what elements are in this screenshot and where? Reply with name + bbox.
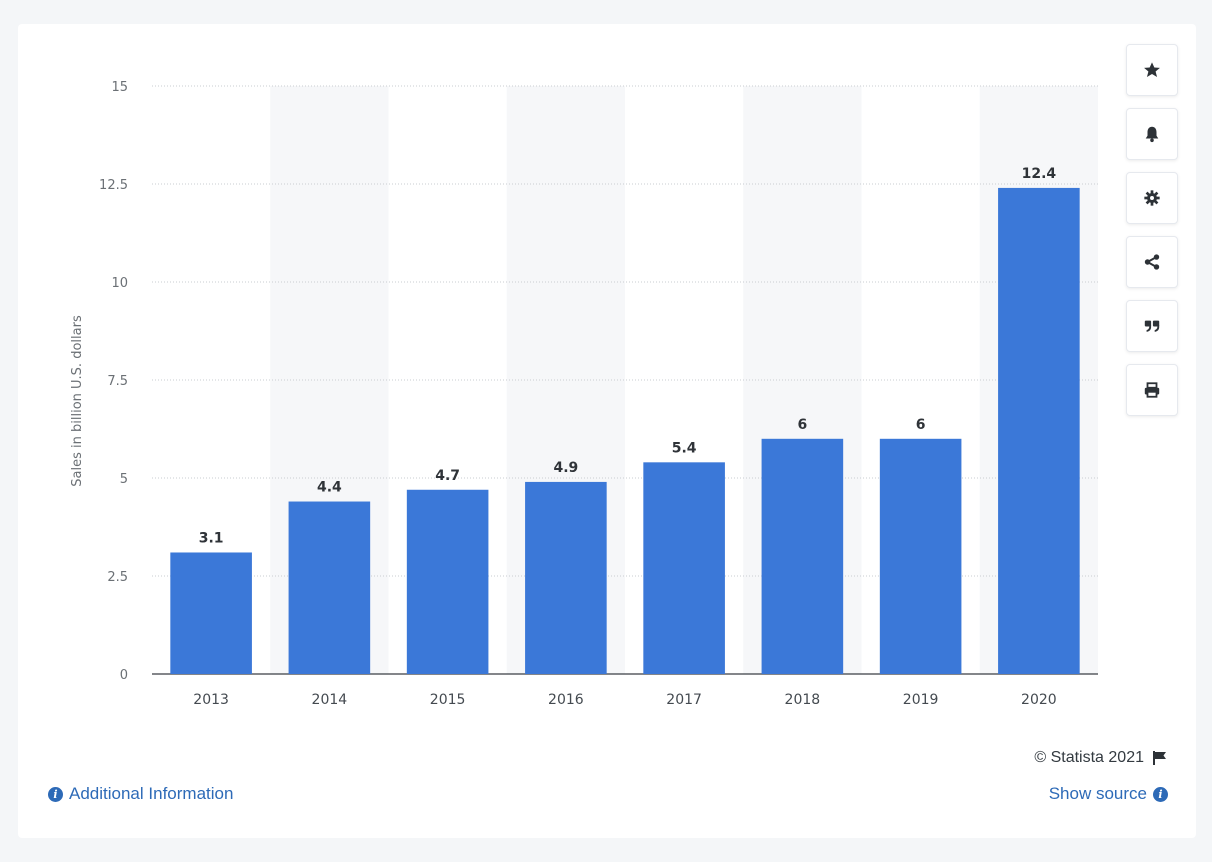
y-tick-label: 2.5 [107, 570, 128, 585]
x-tick-label: 2014 [312, 692, 348, 708]
bar[interactable] [998, 187, 1080, 675]
chart-toolbar [1126, 44, 1178, 428]
notification-button[interactable] [1126, 108, 1178, 160]
flag-icon [1153, 751, 1166, 765]
additional-information-link[interactable]: i Additional Information [48, 784, 233, 804]
y-tick-label: 7.5 [107, 374, 128, 389]
bar[interactable] [406, 489, 489, 674]
x-tick-label: 2015 [430, 692, 466, 708]
statista-credit[interactable]: © Statista 2021 [1034, 749, 1168, 767]
x-tick-label: 2019 [903, 692, 939, 708]
data-label: 4.4 [317, 480, 342, 496]
data-label: 12.4 [1022, 166, 1057, 182]
info-icon: i [1153, 786, 1168, 802]
info-icon: i [48, 786, 63, 802]
cite-button[interactable] [1126, 300, 1178, 352]
y-tick-label: 15 [111, 80, 128, 95]
y-axis-title: Sales in billion U.S. dollars [70, 315, 85, 487]
quote-icon [1144, 320, 1160, 332]
print-button[interactable] [1126, 364, 1178, 416]
data-label: 5.4 [672, 440, 697, 456]
y-tick-label: 5 [120, 472, 128, 487]
data-label: 4.7 [435, 468, 460, 484]
credit-text: © Statista 2021 [1034, 749, 1144, 766]
bar[interactable] [643, 462, 725, 674]
y-tick-label: 12.5 [99, 178, 128, 193]
labels: 0 2.5 5 7.5 10 12.5 15 3.1 2013 4.4 2014 4.7 2015 4.9… [99, 80, 1057, 708]
x-tick-label: 2020 [1021, 692, 1057, 708]
favorite-button[interactable] [1126, 44, 1178, 96]
show-source-link[interactable]: Show source i [1049, 784, 1168, 804]
bell-icon [1145, 126, 1159, 143]
x-tick-label: 2013 [193, 692, 229, 708]
bars [170, 187, 1080, 675]
chart-card: Sales in billion U.S. dollars 0 2.5 5 7.5 10… [18, 24, 1196, 838]
additional-information-label: Additional Information [69, 784, 234, 803]
y-tick-label: 0 [120, 668, 128, 683]
show-source-label: Show source [1048, 784, 1147, 803]
data-label: 3.1 [199, 530, 224, 546]
star-icon [1144, 62, 1160, 78]
share-button[interactable] [1126, 236, 1178, 288]
bar[interactable] [288, 501, 371, 674]
x-tick-label: 2017 [666, 692, 702, 708]
y-tick-label: 10 [111, 276, 128, 291]
bar[interactable] [170, 552, 252, 674]
bar[interactable] [761, 438, 844, 674]
bar[interactable] [879, 438, 962, 674]
data-label: 4.9 [553, 460, 578, 476]
bar[interactable] [525, 481, 607, 674]
data-label: 6 [798, 417, 808, 433]
print-icon [1144, 382, 1160, 398]
x-tick-label: 2016 [548, 692, 584, 708]
bar-chart: Sales in billion U.S. dollars 0 2.5 5 7.5 10… [70, 80, 1098, 708]
settings-button[interactable] [1126, 172, 1178, 224]
data-label: 6 [916, 417, 926, 433]
share-icon [1144, 254, 1160, 270]
gear-icon [1144, 190, 1160, 206]
x-tick-label: 2018 [785, 692, 821, 708]
